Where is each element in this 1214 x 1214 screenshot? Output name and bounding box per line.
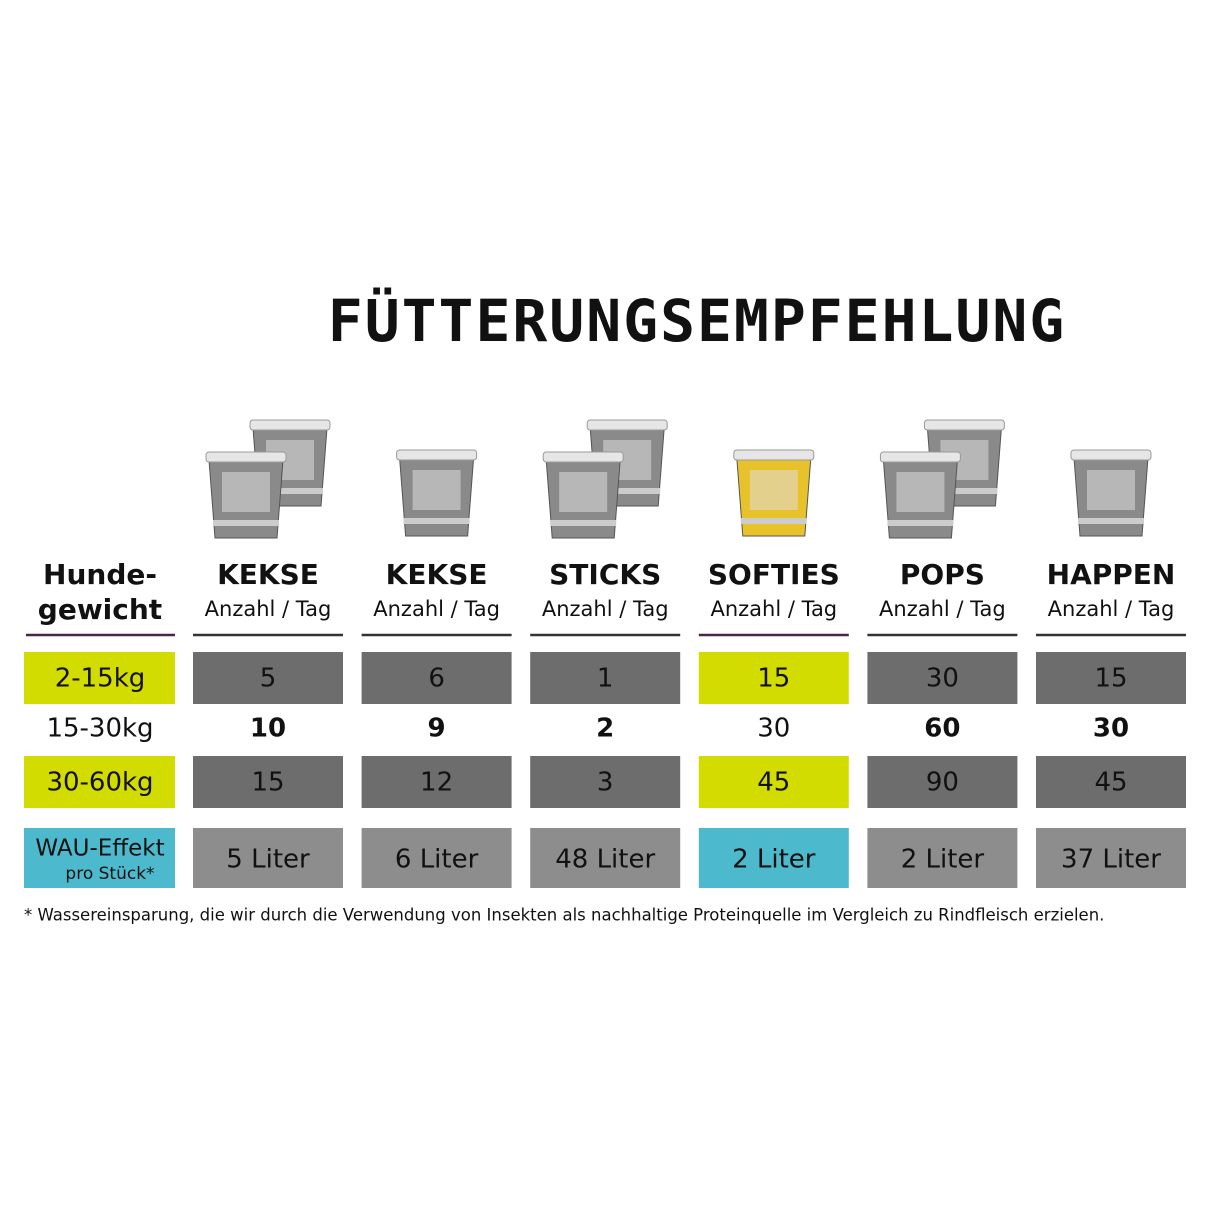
cell-box — [698, 756, 849, 808]
row-label: 30-60kg — [46, 768, 153, 798]
footnote: * Wassereinsparung, die wir durch die Ve… — [24, 906, 1104, 925]
header-label: gewicht — [38, 593, 162, 626]
cell-value: 15 — [1094, 664, 1127, 694]
tub-lid — [879, 451, 961, 463]
wau-value: 48 Liter — [555, 845, 655, 875]
wau-box — [867, 828, 1018, 888]
column-unit: Anzahl / Tag — [205, 597, 332, 621]
column-title: POPS — [900, 558, 985, 591]
cell-value: 10 — [250, 714, 286, 744]
wau-box — [1036, 828, 1186, 888]
cell-value: 3 — [597, 768, 614, 798]
column-unit: Anzahl / Tag — [710, 597, 837, 621]
tub-lid — [923, 419, 1005, 431]
cell-value: 30 — [926, 664, 959, 694]
cell-box — [361, 756, 512, 808]
cell-box — [867, 652, 1018, 704]
wau-value: 37 Liter — [1061, 845, 1161, 875]
title: FÜTTERUNGSEMPFEHLUNG — [328, 286, 1066, 355]
row-highlight — [24, 652, 175, 704]
column-title: KEKSE — [386, 558, 488, 591]
tub-band — [740, 518, 807, 524]
wau-value: 6 Liter — [395, 845, 479, 875]
cell-box — [193, 652, 343, 704]
column-unit: Anzahl / Tag — [542, 597, 669, 621]
tub-label — [896, 472, 945, 512]
tub-lid — [586, 419, 668, 431]
cell-box — [193, 756, 343, 808]
cell-value: 15 — [251, 768, 284, 798]
tub-band — [887, 520, 954, 526]
row-label: 15-30kg — [46, 714, 153, 744]
cell-box — [530, 652, 681, 704]
tub-band — [1078, 518, 1144, 524]
wau-box — [698, 828, 849, 888]
cell-value: 9 — [428, 714, 446, 744]
tub-band — [403, 518, 470, 524]
cell-box — [698, 652, 849, 704]
cell-box — [361, 652, 512, 704]
column-title: KEKSE — [217, 558, 319, 591]
tub-lid — [249, 419, 331, 431]
column-unit: Anzahl / Tag — [1048, 597, 1175, 621]
tub-lid — [396, 449, 478, 461]
row-label: 2-15kg — [55, 664, 146, 694]
cell-value: 90 — [926, 768, 959, 798]
header-label: Hunde- — [43, 558, 157, 591]
tub-lid — [1070, 449, 1152, 461]
column-title: STICKS — [549, 558, 661, 591]
tub-band — [931, 488, 998, 494]
cell-value: 15 — [757, 664, 790, 694]
tub-lid — [733, 449, 815, 461]
wau-box — [530, 828, 681, 888]
wau-box — [361, 828, 512, 888]
cell-box — [1036, 652, 1186, 704]
wau-box — [193, 828, 343, 888]
cell-value: 12 — [420, 768, 453, 798]
tub-band — [257, 488, 323, 494]
wau-sublabel: pro Stück* — [65, 864, 154, 884]
cell-box — [1036, 756, 1186, 808]
cell-value: 6 — [428, 664, 445, 694]
column-title: HAPPEN — [1047, 558, 1176, 591]
tub-lid — [205, 451, 287, 463]
tub-label — [412, 470, 461, 510]
cell-value: 45 — [757, 768, 790, 798]
tub-label — [559, 472, 608, 512]
wau-label-box — [24, 828, 175, 888]
wau-value: 5 Liter — [226, 845, 310, 875]
tub-lid — [542, 451, 624, 463]
column-unit: Anzahl / Tag — [373, 597, 500, 621]
row-highlight — [24, 756, 175, 808]
cell-box — [867, 756, 1018, 808]
cell-value: 30 — [1093, 714, 1129, 744]
wau-value: 2 Liter — [732, 845, 816, 875]
cell-value: 2 — [596, 714, 614, 744]
wau-value: 2 Liter — [901, 845, 985, 875]
cell-value: 45 — [1094, 768, 1127, 798]
tub-label — [749, 470, 798, 510]
tub-label — [222, 472, 270, 512]
cell-value: 5 — [260, 664, 277, 694]
cell-value: 60 — [924, 714, 960, 744]
tub-band — [213, 520, 279, 526]
column-unit: Anzahl / Tag — [879, 597, 1006, 621]
tub-label — [1087, 470, 1135, 510]
cell-value: 1 — [597, 664, 614, 694]
tub-band — [550, 520, 617, 526]
wau-label: WAU-Effekt — [35, 836, 164, 862]
tub-band — [594, 488, 661, 494]
cell-value: 30 — [757, 714, 790, 744]
cell-box — [530, 756, 681, 808]
column-title: SOFTIES — [708, 558, 840, 591]
